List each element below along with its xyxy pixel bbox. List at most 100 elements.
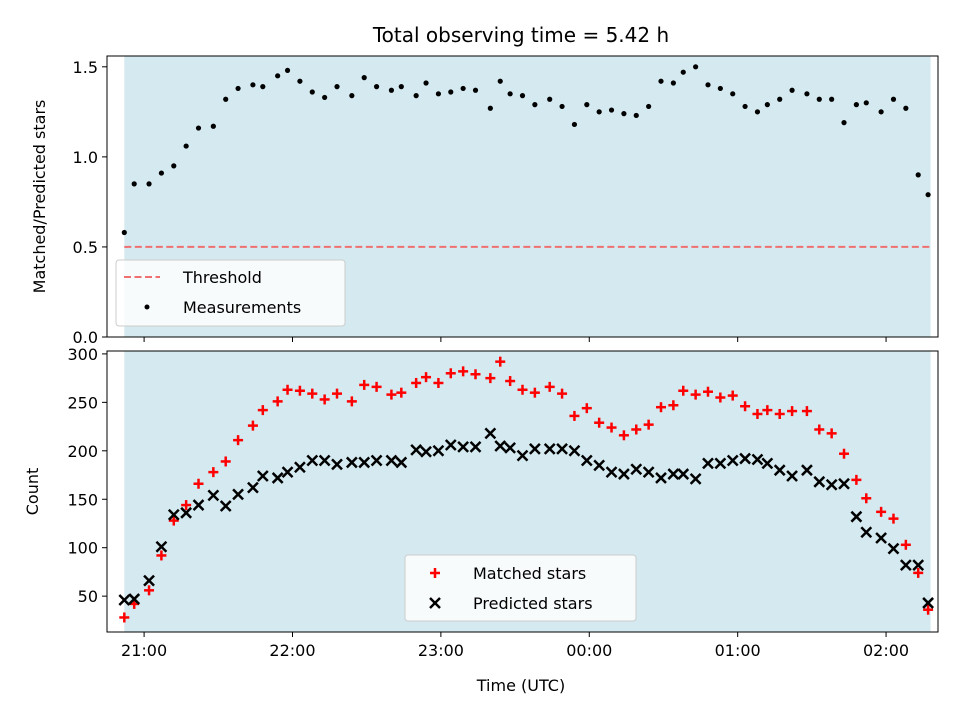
predicted-stars-point — [167, 508, 180, 521]
measurement-point — [841, 120, 847, 126]
predicted-stars-point — [494, 440, 507, 452]
matched-stars-point — [433, 377, 444, 388]
predicted-stars-point — [702, 457, 714, 470]
x-tick-label: 01:00 — [715, 641, 761, 660]
count-legend: Matched stars Predicted stars — [404, 554, 637, 622]
predicted-stars-point — [345, 456, 358, 469]
matched-stars-point — [544, 381, 555, 392]
predicted-stars-point — [739, 452, 751, 465]
predicted-stars-point — [484, 427, 497, 440]
matched-stars-point — [396, 387, 407, 398]
predicted-stars-point — [192, 499, 205, 511]
predicted-stars-point — [655, 472, 667, 484]
count-legend-box — [404, 554, 637, 622]
y-tick-label: 1.0 — [73, 148, 98, 167]
matched-stars-point — [181, 500, 192, 511]
y-tick-label: 150 — [67, 490, 98, 509]
measurement-point — [754, 109, 761, 115]
y-tick-label: 50 — [78, 587, 98, 606]
measurement-point — [559, 103, 565, 110]
predicted-stars-point — [912, 559, 925, 572]
predicted-stars-point — [689, 473, 702, 485]
predicted-stars-point — [410, 443, 423, 456]
predicted-stars-point — [504, 442, 517, 454]
predicted-stars-point — [207, 489, 220, 502]
predicted-stars-point — [642, 466, 655, 479]
predicted-stars-point — [556, 442, 568, 455]
predicted-stars-point — [232, 488, 244, 501]
measurement-point — [373, 84, 380, 90]
legend-matched-label: Matched stars — [473, 564, 586, 583]
ratio-plot-frame — [106, 55, 939, 338]
matched-stars-point — [668, 400, 679, 411]
matched-stars-point — [618, 430, 629, 441]
legend-predicted-label: Predicted stars — [473, 594, 593, 613]
predicted-stars-point — [219, 500, 232, 512]
measurement-point — [621, 111, 627, 117]
matched-stars-point — [656, 402, 666, 413]
predicted-stars-point — [370, 454, 383, 467]
measurement-point — [309, 89, 315, 95]
matched-stars-point — [923, 604, 934, 615]
matched-stars-point — [888, 513, 899, 524]
legend-matched-swatch — [430, 568, 440, 578]
matched-stars-point — [801, 406, 812, 417]
measurement-point — [223, 96, 229, 102]
measurement-point — [804, 91, 810, 97]
predicted-stars-point — [568, 444, 581, 457]
matched-stars-point — [272, 396, 283, 407]
matched-stars-point — [458, 366, 469, 377]
measurement-point — [507, 91, 513, 97]
predicted-stars-point — [618, 468, 630, 480]
predicted-stars-point — [543, 442, 556, 455]
matched-stars-point — [690, 389, 701, 400]
matched-stars-point — [445, 368, 456, 379]
matched-stars-point — [421, 372, 432, 383]
matched-stars-point — [594, 417, 605, 428]
matched-stars-point — [359, 379, 370, 390]
matched-stars-point — [861, 493, 872, 504]
matched-stars-point — [257, 405, 268, 416]
y-tick-label: 0.5 — [73, 238, 98, 257]
legend-measurements-swatch — [144, 304, 150, 310]
predicted-stars-point — [318, 454, 331, 467]
predicted-stars-point — [801, 464, 813, 477]
measurement-point — [322, 94, 328, 101]
predicted-stars-point — [247, 481, 259, 494]
predicted-stars-point — [773, 464, 786, 477]
measurement-point — [547, 96, 553, 102]
matched-stars-point — [740, 401, 751, 412]
measurement-point — [235, 85, 241, 92]
predicted-stars-point — [667, 468, 680, 480]
matched-stars-point — [826, 428, 837, 439]
ratio-legend: Threshold Measurements — [115, 259, 346, 327]
x-tick-label: 23:00 — [418, 641, 464, 660]
predicted-stars-point — [385, 454, 398, 467]
legend-threshold-label: Threshold — [182, 268, 262, 287]
predicted-stars-point — [118, 594, 131, 606]
measurement-point — [260, 84, 266, 90]
matched-stars-point — [715, 392, 726, 403]
matched-stars-point — [247, 420, 258, 431]
measurement-point — [275, 73, 281, 79]
measurement-point — [816, 96, 822, 102]
measurement-point — [764, 102, 770, 108]
measurement-point — [680, 69, 686, 75]
matched-stars-point — [495, 356, 506, 367]
predicted-stars-point — [726, 454, 739, 467]
measurement-point — [853, 102, 859, 108]
predicted-stars-point — [813, 475, 826, 488]
legend-predicted-swatch — [429, 597, 441, 609]
measurement-point — [646, 103, 652, 110]
matched-stars-point — [569, 410, 580, 421]
matched-stars-point — [233, 435, 244, 446]
predicted-stars-point — [580, 454, 593, 467]
measurement-point — [388, 87, 395, 93]
matched-stars-point — [529, 387, 540, 398]
ratio-legend-box — [115, 259, 346, 327]
x-tick-label: 22:00 — [269, 641, 315, 660]
measurement-point — [742, 103, 748, 110]
predicted-stars-point — [516, 449, 529, 462]
measurement-point — [890, 96, 897, 102]
